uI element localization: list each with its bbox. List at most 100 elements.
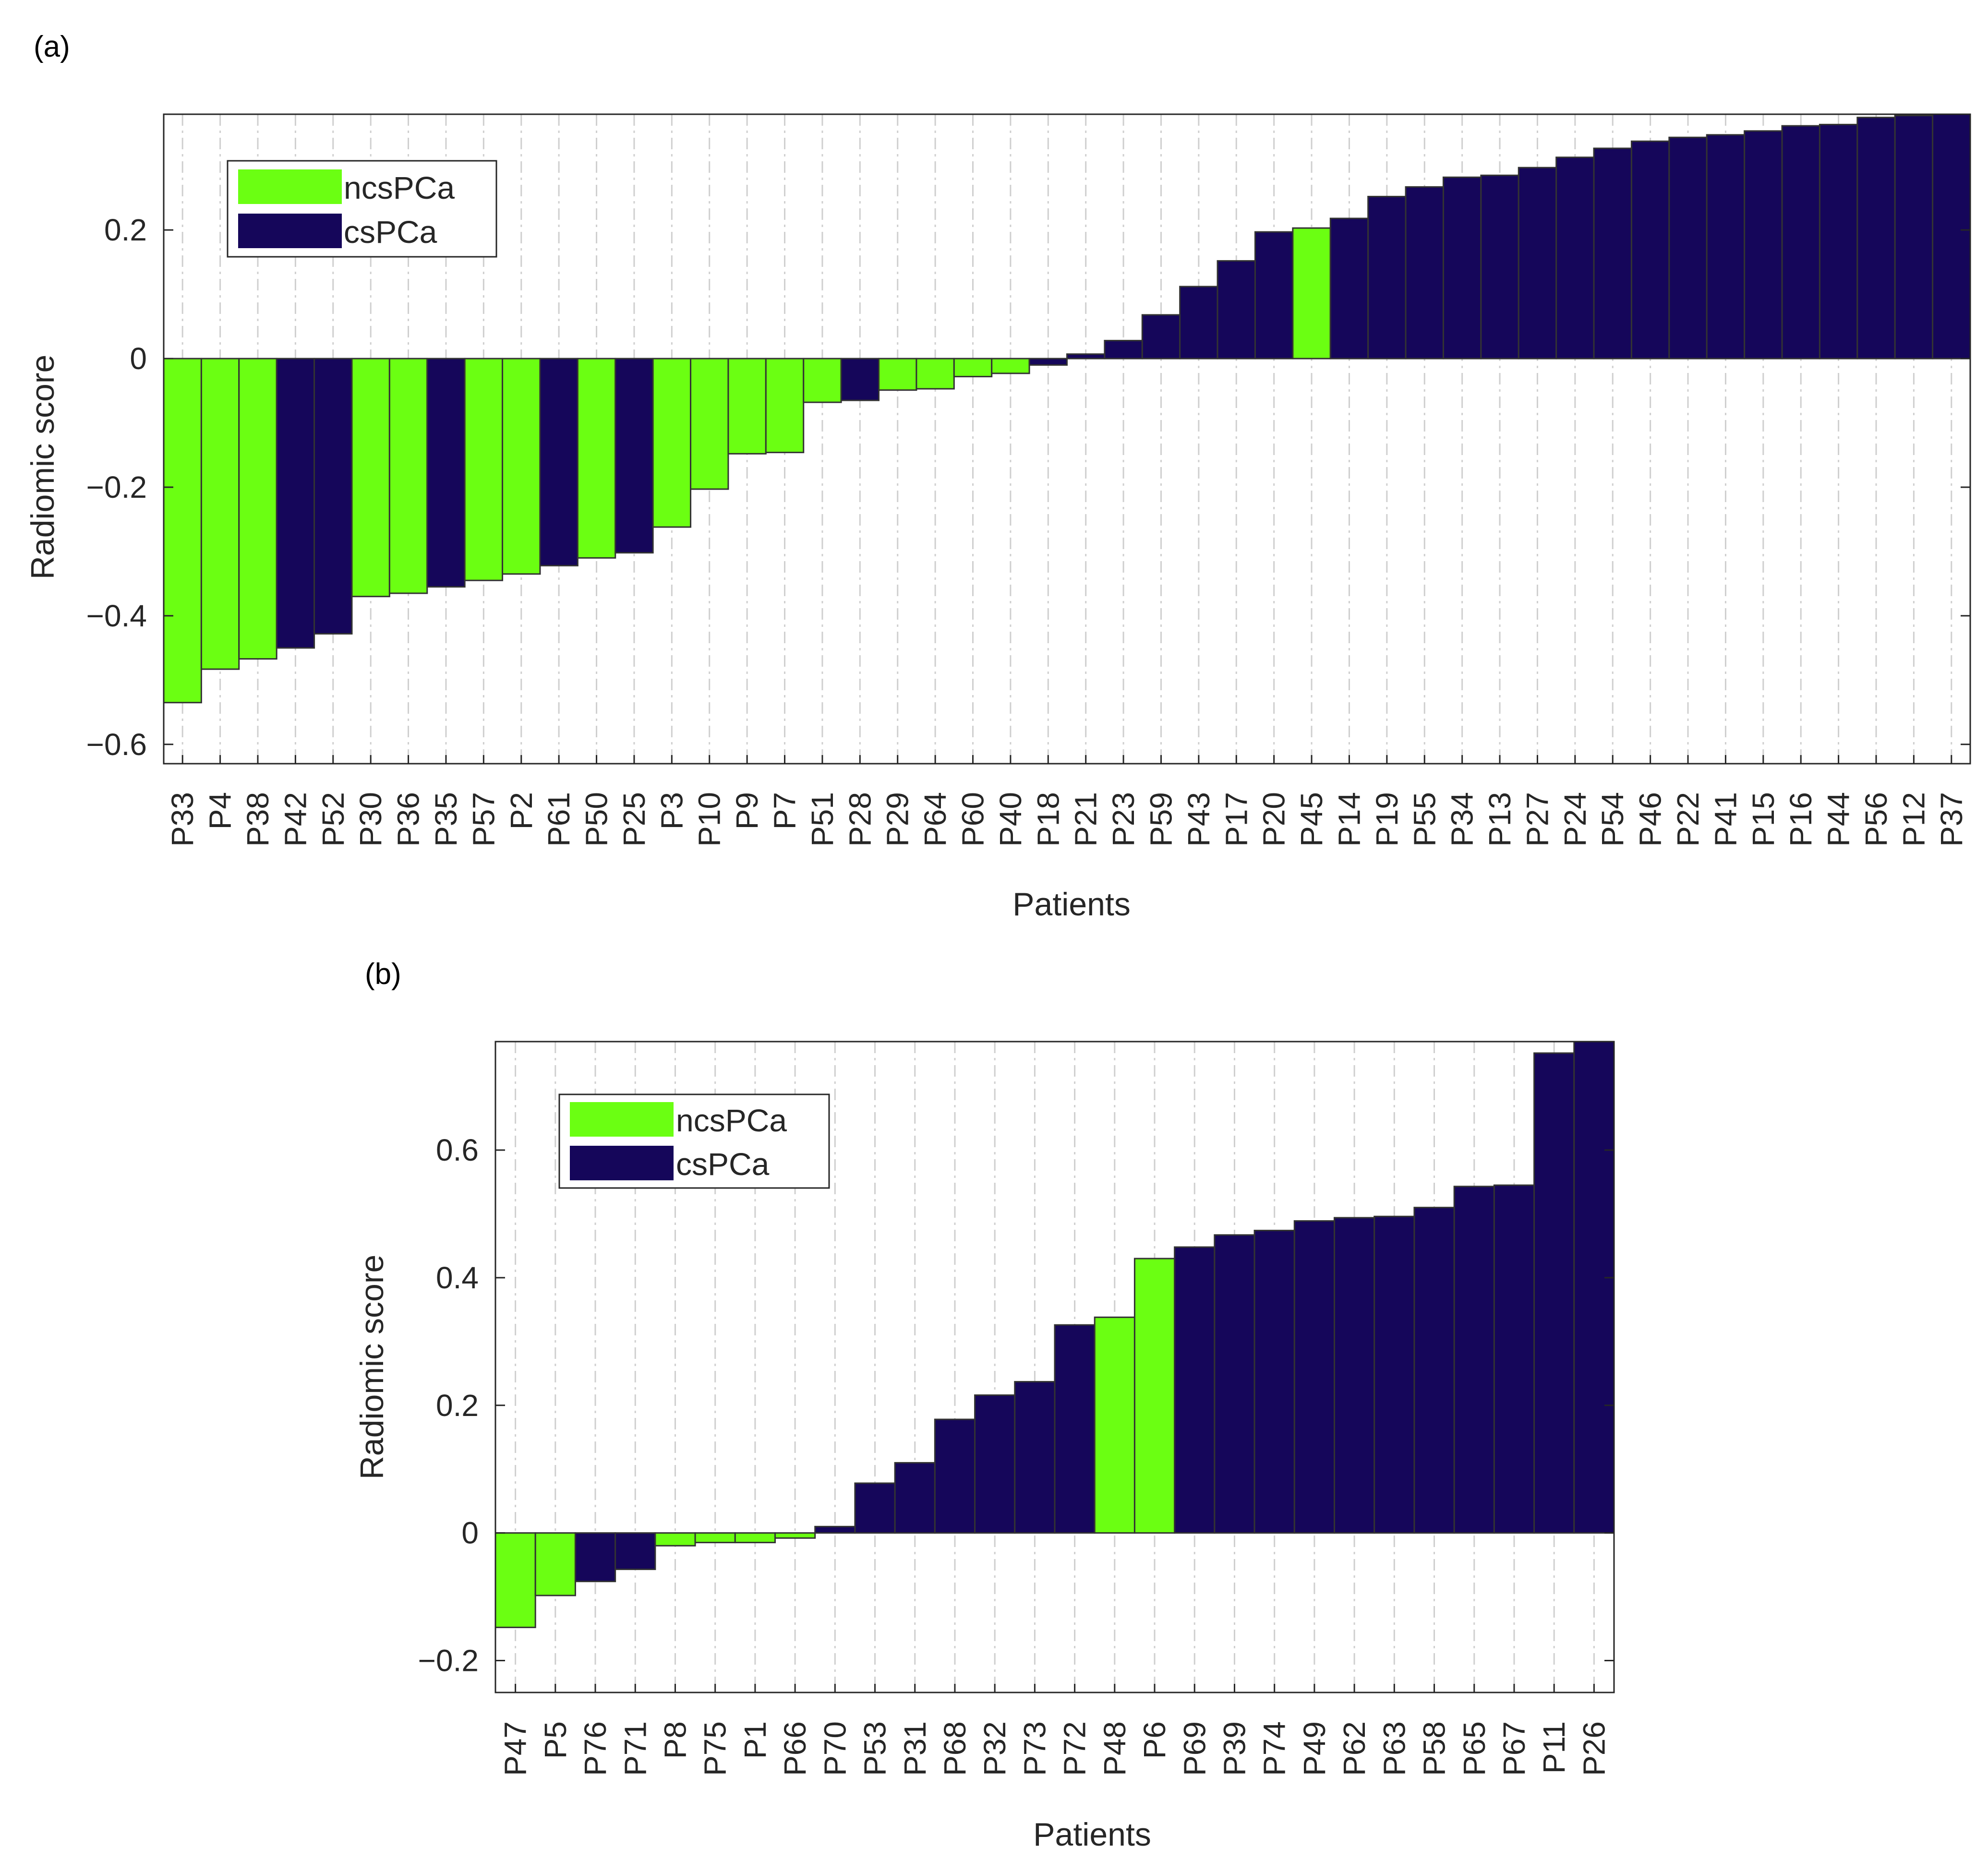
- x-tick-label: P9: [730, 792, 764, 829]
- panel-a-legend-label-cspca: csPCa: [344, 214, 437, 250]
- bar-p14: [1329, 217, 1369, 360]
- x-tick-label: P50: [579, 792, 614, 847]
- bar-p11: [1533, 1052, 1575, 1534]
- bar-p71: [614, 1532, 656, 1570]
- x-tick-label: P24: [1558, 792, 1592, 847]
- panel-b-x-axis: P47 P5 P76 P71 P8 P75 P1 P66 P70 P53 P31 P68 P32 P73 P…: [498, 1684, 1611, 1776]
- bar-p17: [1217, 260, 1256, 360]
- bar-p66: [774, 1532, 816, 1539]
- x-tick-label: P11: [1537, 1721, 1571, 1774]
- x-tick-label: P53: [858, 1721, 892, 1776]
- x-tick-label: P42: [278, 792, 313, 847]
- panel-a-x-axis-title: Patients: [1012, 886, 1131, 923]
- bar-p32: [974, 1394, 1016, 1534]
- x-tick-label: P69: [1177, 1721, 1212, 1776]
- bar-p21: [1066, 353, 1106, 360]
- x-tick-label: P29: [880, 792, 915, 847]
- x-tick-label: P46: [1633, 792, 1668, 847]
- x-tick-label: P67: [1497, 1721, 1531, 1776]
- x-tick-label: P73: [1017, 1721, 1052, 1776]
- panel-b-label: (b): [365, 958, 401, 991]
- bar-p9: [727, 358, 767, 455]
- bar-p65: [1453, 1186, 1495, 1534]
- x-tick-label: P51: [805, 792, 840, 847]
- bar-p38: [238, 358, 277, 660]
- bar-p76: [574, 1532, 616, 1583]
- y-tick-label: 0.6: [436, 1133, 479, 1167]
- bar-p73: [1014, 1381, 1056, 1534]
- x-tick-label: P31: [898, 1721, 932, 1776]
- bar-p42: [276, 358, 315, 649]
- bar-p31: [894, 1462, 936, 1534]
- x-tick-label: P63: [1377, 1721, 1411, 1776]
- bar-p57: [464, 358, 504, 581]
- y-tick-label: 0.4: [436, 1260, 479, 1295]
- y-tick-label: −0.2: [86, 470, 147, 504]
- bar-p13: [1480, 174, 1519, 360]
- bar-p10: [690, 358, 729, 490]
- panel-a-y-axis-title: Radiomic score: [24, 355, 61, 580]
- x-tick-label: P34: [1445, 792, 1480, 847]
- bar-p22: [1668, 136, 1708, 360]
- bar-p59: [1141, 314, 1181, 360]
- bar-p56: [1856, 117, 1896, 360]
- x-tick-label: P71: [618, 1721, 652, 1776]
- bar-p40: [991, 358, 1030, 374]
- x-tick-label: P23: [1106, 792, 1141, 847]
- x-tick-label: P40: [993, 792, 1028, 847]
- bar-p50: [577, 358, 616, 559]
- bar-p8: [654, 1532, 696, 1547]
- bar-p20: [1254, 231, 1294, 360]
- panel-a-legend-swatch-cspca: [238, 214, 342, 248]
- x-tick-label: P65: [1457, 1721, 1492, 1776]
- x-tick-label: P76: [578, 1721, 613, 1776]
- bar-p53: [854, 1482, 896, 1534]
- x-tick-label: P75: [698, 1721, 733, 1776]
- x-tick-label: P55: [1407, 792, 1442, 847]
- bar-p34: [1442, 176, 1482, 360]
- y-tick-label: −0.2: [418, 1644, 479, 1678]
- panel-b-y-axis: 0.6 0.4 0.2 0 −0.2: [418, 1133, 1614, 1678]
- x-tick-label: P43: [1181, 792, 1216, 847]
- x-tick-label: P36: [391, 792, 426, 847]
- bar-p36: [388, 358, 428, 594]
- x-tick-label: P26: [1577, 1721, 1611, 1776]
- x-tick-label: P19: [1370, 792, 1404, 847]
- bar-p47: [494, 1532, 536, 1628]
- x-tick-label: P70: [818, 1721, 852, 1776]
- bar-p26: [1573, 1041, 1615, 1534]
- y-tick-label: 0.2: [104, 213, 147, 247]
- bar-p3: [652, 358, 692, 528]
- bar-p1: [734, 1532, 776, 1544]
- x-tick-label: P54: [1595, 792, 1630, 847]
- x-tick-label: P61: [542, 792, 576, 847]
- x-tick-label: P56: [1859, 792, 1893, 847]
- panel-b-y-axis-title: Radiomic score: [354, 1255, 390, 1480]
- bar-p69: [1174, 1246, 1216, 1534]
- bar-p5: [534, 1532, 576, 1596]
- bar-p37: [1932, 113, 1971, 360]
- panel-a-x-axis: P33 P4 P38 P42 P52 P30 P36 P35 P57 P2 P61 P50 P25 P3 P…: [165, 755, 1969, 847]
- bar-p23: [1104, 340, 1143, 360]
- x-tick-label: P59: [1144, 792, 1178, 847]
- y-tick-label: 0: [130, 341, 147, 376]
- bar-p58: [1413, 1207, 1455, 1534]
- bar-p46: [1630, 140, 1670, 360]
- x-tick-label: P48: [1097, 1721, 1132, 1776]
- bar-p45: [1292, 227, 1331, 360]
- bar-p55: [1405, 186, 1444, 360]
- x-tick-label: P45: [1294, 792, 1329, 847]
- panel-a-y-axis: 0.2 0 −0.2 −0.4 −0.6: [86, 213, 1970, 762]
- bar-p43: [1179, 286, 1218, 360]
- y-tick-label: 0: [461, 1516, 479, 1550]
- x-tick-label: P64: [918, 792, 952, 847]
- x-tick-label: P33: [165, 792, 200, 847]
- bar-p51: [803, 358, 842, 403]
- bar-p15: [1744, 130, 1783, 360]
- bar-p48: [1094, 1316, 1135, 1534]
- bar-p41: [1706, 134, 1746, 360]
- x-tick-label: P27: [1520, 792, 1554, 847]
- bar-p35: [426, 358, 466, 588]
- bar-p67: [1493, 1184, 1535, 1534]
